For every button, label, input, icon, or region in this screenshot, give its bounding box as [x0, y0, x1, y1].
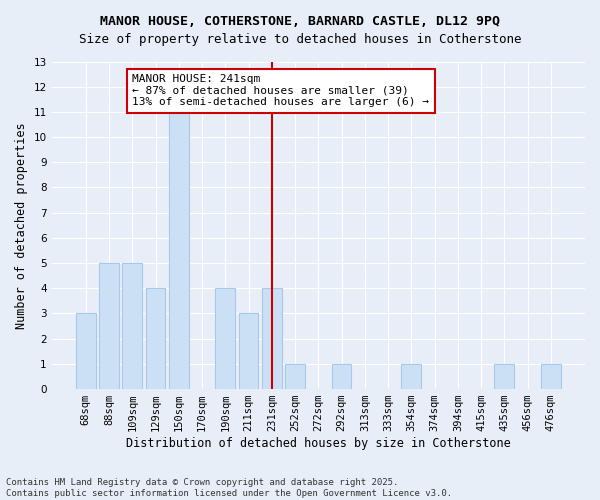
Bar [239, 314, 259, 389]
Bar [262, 288, 282, 389]
Bar [332, 364, 352, 389]
Bar [122, 263, 142, 389]
Text: Contains HM Land Registry data © Crown copyright and database right 2025.
Contai: Contains HM Land Registry data © Crown c… [6, 478, 452, 498]
Bar [285, 364, 305, 389]
Bar [494, 364, 514, 389]
Bar [169, 112, 188, 389]
Y-axis label: Number of detached properties: Number of detached properties [15, 122, 28, 328]
Text: Size of property relative to detached houses in Cotherstone: Size of property relative to detached ho… [79, 32, 521, 46]
Bar [401, 364, 421, 389]
Text: MANOR HOUSE, COTHERSTONE, BARNARD CASTLE, DL12 9PQ: MANOR HOUSE, COTHERSTONE, BARNARD CASTLE… [100, 15, 500, 28]
Bar [541, 364, 561, 389]
Bar [146, 288, 166, 389]
X-axis label: Distribution of detached houses by size in Cotherstone: Distribution of detached houses by size … [126, 437, 511, 450]
Bar [215, 288, 235, 389]
Bar [76, 314, 95, 389]
Bar [99, 263, 119, 389]
Text: MANOR HOUSE: 241sqm
← 87% of detached houses are smaller (39)
13% of semi-detach: MANOR HOUSE: 241sqm ← 87% of detached ho… [133, 74, 430, 108]
